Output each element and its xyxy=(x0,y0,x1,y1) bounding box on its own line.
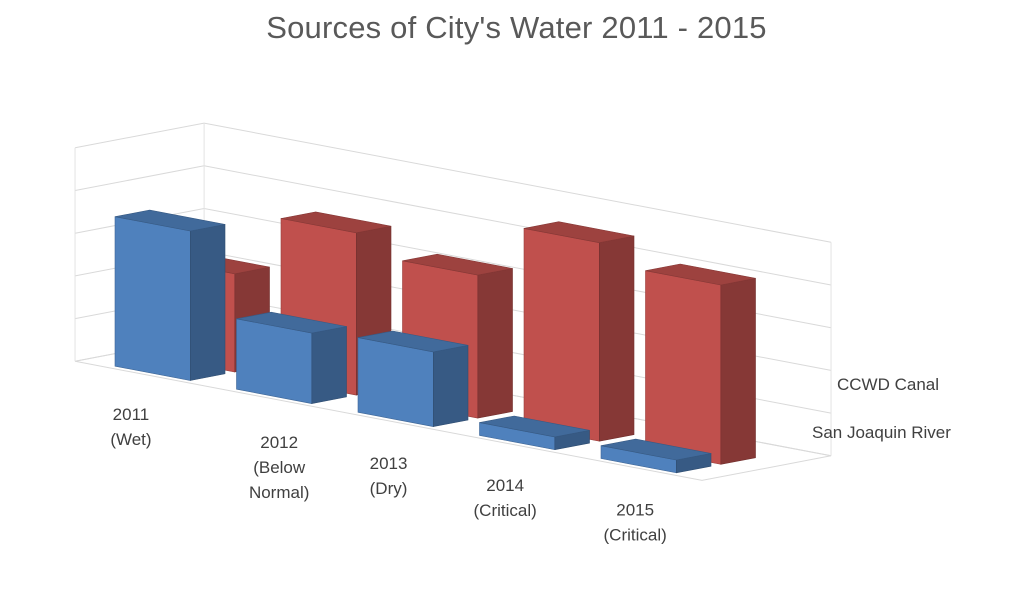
bar-front xyxy=(236,318,313,404)
bar-ccwd-canal-3 xyxy=(523,221,635,442)
x-category-label: 2011 xyxy=(113,405,150,424)
bar-top xyxy=(357,330,469,353)
bar-side xyxy=(432,344,469,427)
bar-top xyxy=(479,415,590,438)
x-category-label: (Dry) xyxy=(370,479,408,498)
bar-top xyxy=(280,211,392,234)
x-category-label: (Below xyxy=(253,458,306,477)
bar-san-joaquin-river-4 xyxy=(600,438,712,474)
bar-front xyxy=(523,228,600,442)
bar-top xyxy=(236,311,347,334)
bar-side xyxy=(477,268,513,419)
gridline xyxy=(75,122,832,243)
bar-side xyxy=(720,277,756,465)
bar-top xyxy=(114,209,226,232)
bar-san-joaquin-river-2 xyxy=(357,330,469,427)
bar-front xyxy=(114,216,191,381)
x-category-label: (Critical) xyxy=(474,501,537,520)
series-label: San Joaquin River xyxy=(812,423,951,442)
bar-top xyxy=(600,438,712,461)
bar-san-joaquin-river-0 xyxy=(114,209,226,381)
chart-title: Sources of City's Water 2011 - 2015 xyxy=(266,10,767,45)
bar-top xyxy=(402,253,513,276)
bar-front xyxy=(645,270,722,465)
x-category-label: 2013 xyxy=(370,454,408,473)
x-category-label: 2012 xyxy=(260,433,298,452)
bar-side xyxy=(598,235,635,442)
series-label: CCWD Canal xyxy=(837,375,939,394)
x-category-label: (Critical) xyxy=(604,526,667,545)
bar-san-joaquin-river-3 xyxy=(479,415,590,451)
bar-front xyxy=(357,337,434,427)
bar-top xyxy=(645,263,756,286)
x-category-label: 2015 xyxy=(616,501,654,520)
bar-side xyxy=(311,326,347,404)
x-category-label: (Wet) xyxy=(110,430,151,449)
bar-san-joaquin-river-1 xyxy=(236,311,347,404)
bar-side xyxy=(190,224,226,381)
x-category-label: Normal) xyxy=(249,483,309,502)
bar-ccwd-canal-4 xyxy=(645,263,756,465)
bar-top xyxy=(523,221,635,244)
x-category-label: 2014 xyxy=(486,476,524,495)
